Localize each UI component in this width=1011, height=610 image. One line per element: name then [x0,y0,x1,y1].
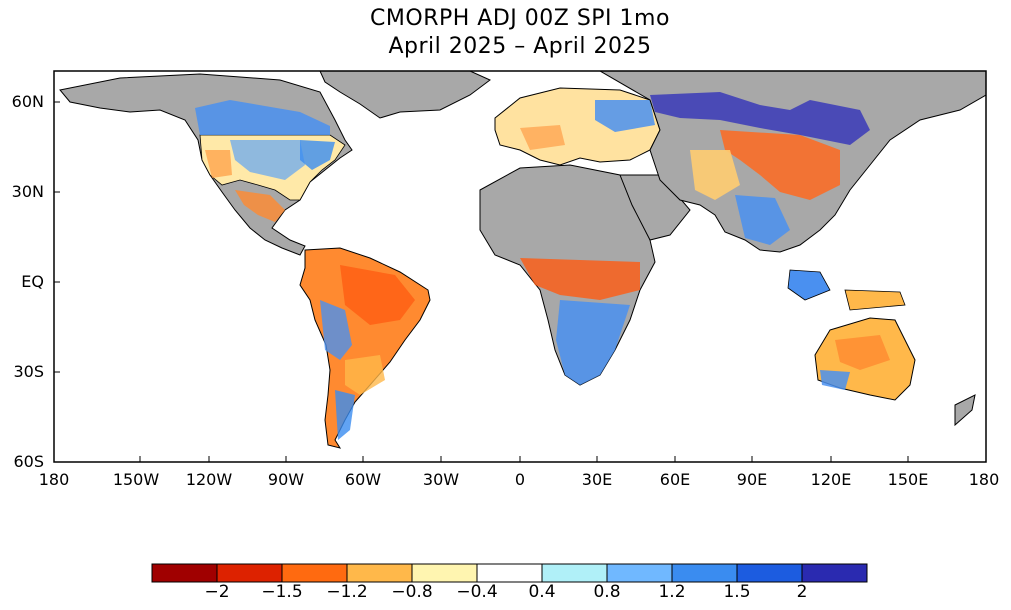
greenland-landmass [319,71,491,119]
colorbar-tick-label: −1.2 [326,582,368,602]
map-title: CMORPH ADJ 00Z SPI 1mo [370,6,670,31]
colorbar-swatch [216,563,283,583]
colorbar-tick-label: −2 [204,582,230,602]
colorbar-swatch [671,563,738,583]
lon-label-30e: 30E [581,470,613,489]
colorbar-tick-label: 1.5 [723,582,751,602]
lon-label-90w: 90W [267,470,305,489]
colorbar-tick-label: 1.2 [658,582,686,602]
lat-label-30n: 30N [11,182,44,201]
colorbar-tick-label: −0.4 [456,582,498,602]
colorbar-swatch [801,563,868,583]
colorbar-tick-label: −1.5 [261,582,303,602]
lon-label-150w: 150W [112,470,160,489]
colorbar-swatch [281,563,348,583]
colorbar-tick-label: 2 [796,582,808,602]
colorbar-swatch [411,563,478,583]
lon-label-150e: 150E [887,470,929,489]
lon-label-120w: 120W [185,470,233,489]
lon-label-120e: 120E [810,470,852,489]
colorbar-swatch [476,563,543,583]
colorbar-swatch [151,563,218,583]
colorbar-swatch [736,563,803,583]
lat-label-30s: 30S [13,362,44,381]
lat-label-60s: 60S [13,452,44,471]
colorbar-tick-label: 0.8 [593,582,621,602]
lon-label-60w: 60W [344,470,382,489]
lon-label-0: 0 [514,470,526,489]
lon-label-180w: 180 [38,470,70,489]
lat-label-60n: 60N [11,92,44,111]
map-frame [53,70,987,463]
lon-label-60e: 60E [659,470,691,489]
colorbar-swatch [606,563,673,583]
colorbar-swatch [541,563,608,583]
axis-ticks [54,101,909,462]
colorbar-swatch [346,563,413,583]
lon-label-90e: 90E [736,470,768,489]
colorbar-tick-label: −0.8 [391,582,433,602]
lon-label-180e: 180 [968,470,1000,489]
colorbar-tick-label: 0.4 [528,582,556,602]
map-date-range: April 2025 – April 2025 [388,34,652,59]
lon-label-30w: 30W [422,470,460,489]
lat-label-eq: EQ [21,272,44,291]
colorbar [151,563,868,583]
